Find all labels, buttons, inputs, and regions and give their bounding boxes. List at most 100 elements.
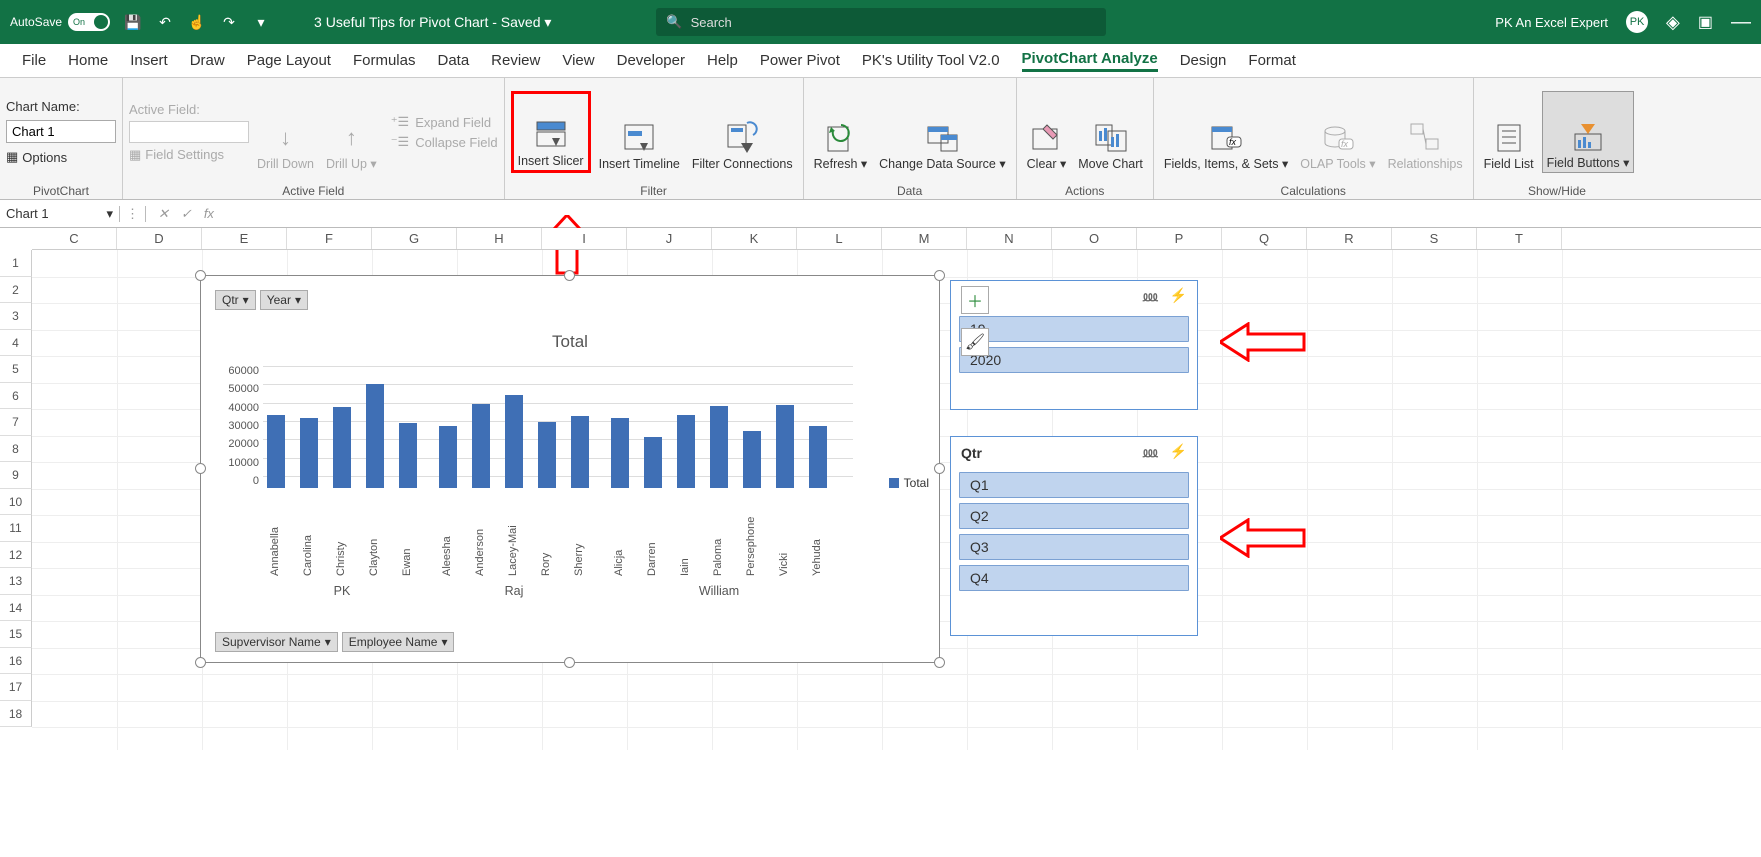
cancel-icon[interactable]: ✕ <box>158 206 169 222</box>
collapse-field-button[interactable]: ⁻☰Collapse Field <box>391 134 498 150</box>
chart-brush-icon[interactable]: 🖌 <box>961 328 989 356</box>
tab-insert[interactable]: Insert <box>130 52 168 69</box>
undo-icon[interactable]: ↶ <box>156 13 174 31</box>
column-header[interactable]: D <box>117 228 202 249</box>
tab-view[interactable]: View <box>562 52 594 69</box>
tab-home[interactable]: Home <box>68 52 108 69</box>
clear-filter-icon[interactable]: ⚡ <box>1170 443 1187 462</box>
column-header[interactable]: E <box>202 228 287 249</box>
tab-power-pivot[interactable]: Power Pivot <box>760 52 840 69</box>
expand-field-button[interactable]: ⁺☰Expand Field <box>391 114 498 130</box>
pivot-chart[interactable]: Qtr▾ Year▾ Total 60000500004000030000200… <box>200 275 940 663</box>
row-header[interactable]: 2 <box>0 277 32 304</box>
name-box[interactable]: Chart 1▾ <box>0 206 120 222</box>
year-filter-button[interactable]: Year▾ <box>260 290 308 310</box>
user-avatar-icon[interactable]: PK <box>1626 11 1648 33</box>
supervisor-filter-button[interactable]: Supvervisor Name▾ <box>215 632 338 652</box>
row-header[interactable]: 9 <box>0 462 32 489</box>
bar[interactable] <box>472 404 490 488</box>
document-title[interactable]: 3 Useful Tips for Pivot Chart - Saved ▾ <box>314 14 551 31</box>
save-icon[interactable]: 💾 <box>124 13 142 31</box>
fx-icon[interactable]: fx <box>204 206 214 222</box>
row-header[interactable]: 6 <box>0 383 32 410</box>
row-header[interactable]: 15 <box>0 621 32 648</box>
redo-icon[interactable]: ↷ <box>220 13 238 31</box>
row-header[interactable]: 12 <box>0 542 32 569</box>
resize-handle[interactable] <box>934 463 945 474</box>
column-header[interactable]: M <box>882 228 967 249</box>
formula-input[interactable] <box>226 206 1761 221</box>
column-header[interactable]: P <box>1137 228 1222 249</box>
bar[interactable] <box>267 415 285 488</box>
slicer-qtr[interactable]: Qtr ⅏ ⚡ Q1Q2Q3Q4 <box>950 436 1198 636</box>
clear-button[interactable]: Clear ▾ <box>1023 91 1071 173</box>
search-input[interactable] <box>691 15 1097 30</box>
row-header[interactable]: 8 <box>0 436 32 463</box>
tab-design[interactable]: Design <box>1180 52 1227 69</box>
row-header[interactable]: 18 <box>0 701 32 728</box>
column-header[interactable]: C <box>32 228 117 249</box>
row-header[interactable]: 1 <box>0 250 32 277</box>
touch-mode-icon[interactable]: ☝ <box>188 13 206 31</box>
options-button[interactable]: ▦ Options <box>6 149 116 165</box>
user-name[interactable]: PK An Excel Expert <box>1495 15 1608 30</box>
namebox-expand[interactable]: ⋮ <box>120 206 146 222</box>
tab-data[interactable]: Data <box>437 52 469 69</box>
resize-handle[interactable] <box>195 657 206 668</box>
tab-pk-s-utility-tool-v2-0[interactable]: PK's Utility Tool V2.0 <box>862 52 1000 69</box>
tab-help[interactable]: Help <box>707 52 738 69</box>
refresh-button[interactable]: Refresh ▾ <box>810 91 872 173</box>
column-header[interactable]: Q <box>1222 228 1307 249</box>
bar[interactable] <box>644 437 662 488</box>
multiselect-icon[interactable]: ⅏ <box>1143 443 1157 462</box>
slicer-item[interactable]: Q4 <box>959 565 1189 591</box>
column-header[interactable]: K <box>712 228 797 249</box>
column-header[interactable]: G <box>372 228 457 249</box>
row-header[interactable]: 5 <box>0 356 32 383</box>
slicer-item[interactable]: 2020 <box>959 347 1189 373</box>
row-header[interactable]: 13 <box>0 568 32 595</box>
resize-handle[interactable] <box>195 270 206 281</box>
bar[interactable] <box>776 405 794 488</box>
resize-handle[interactable] <box>564 657 575 668</box>
column-header[interactable]: L <box>797 228 882 249</box>
tab-format[interactable]: Format <box>1248 52 1296 69</box>
slicer-item[interactable]: Q3 <box>959 534 1189 560</box>
move-chart-button[interactable]: Move Chart <box>1074 91 1147 173</box>
slicer-item[interactable]: Q2 <box>959 503 1189 529</box>
enter-icon[interactable]: ✓ <box>181 206 192 222</box>
bar[interactable] <box>677 415 695 488</box>
row-header[interactable]: 10 <box>0 489 32 516</box>
ribbon-mode-icon[interactable]: ▣ <box>1698 12 1713 32</box>
column-header[interactable]: F <box>287 228 372 249</box>
fields-items-sets-button[interactable]: fx Fields, Items, & Sets ▾ <box>1160 91 1292 173</box>
chart-plus-icon[interactable]: ＋ <box>961 286 989 314</box>
insert-timeline-button[interactable]: Insert Timeline <box>595 91 684 173</box>
bar[interactable] <box>809 426 827 488</box>
employee-filter-button[interactable]: Employee Name▾ <box>342 632 455 652</box>
column-header[interactable]: T <box>1477 228 1562 249</box>
bar[interactable] <box>300 418 318 488</box>
chart-name-input[interactable] <box>6 120 116 143</box>
bar[interactable] <box>710 406 728 489</box>
resize-handle[interactable] <box>934 657 945 668</box>
tab-pivotchart-analyze[interactable]: PivotChart Analyze <box>1022 50 1158 72</box>
column-header[interactable]: N <box>967 228 1052 249</box>
more-icon[interactable]: ▾ <box>252 13 270 31</box>
row-header[interactable]: 16 <box>0 648 32 675</box>
slicer-item[interactable]: 19 <box>959 316 1189 342</box>
bar[interactable] <box>333 407 351 488</box>
bar[interactable] <box>743 431 761 488</box>
row-header[interactable]: 14 <box>0 595 32 622</box>
drill-down-button[interactable]: ↓ Drill Down <box>253 91 318 173</box>
minimize-icon[interactable]: — <box>1731 11 1751 34</box>
relationships-button[interactable]: Relationships <box>1384 91 1467 173</box>
tab-review[interactable]: Review <box>491 52 540 69</box>
column-header[interactable]: O <box>1052 228 1137 249</box>
column-header[interactable]: H <box>457 228 542 249</box>
field-buttons-button[interactable]: Field Buttons ▾ <box>1542 91 1635 173</box>
worksheet-grid[interactable]: CDEFGHIJKLMNOPQRST 123456789101112131415… <box>0 228 1761 250</box>
bar[interactable] <box>505 395 523 489</box>
bar[interactable] <box>399 423 417 488</box>
resize-handle[interactable] <box>934 270 945 281</box>
